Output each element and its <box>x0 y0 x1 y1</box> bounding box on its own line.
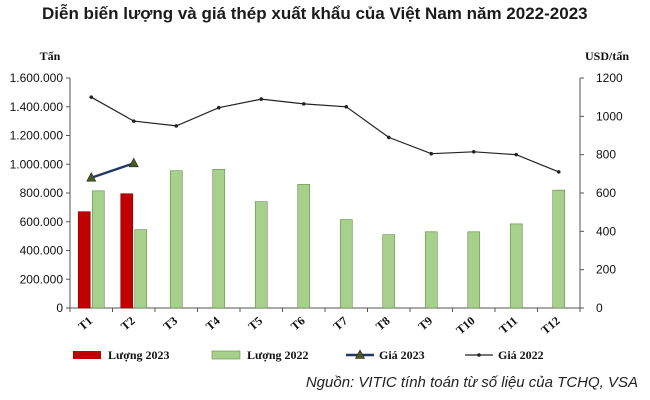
x-tick-label: T12 <box>538 314 562 338</box>
legend-marker-gia-2023 <box>355 349 365 359</box>
right-axis-title: USD/tấn <box>585 49 629 63</box>
bars <box>77 168 566 309</box>
bar-luong-2022 <box>91 190 105 309</box>
right-tick-label: 1200 <box>596 71 623 85</box>
bar-luong-2022 <box>254 201 268 309</box>
bar-luong-2023 <box>120 193 134 309</box>
bar-luong-2022 <box>339 219 353 309</box>
x-tick-label: T8 <box>373 314 393 334</box>
x-tick-label: T5 <box>245 314 265 334</box>
legend-swatch-luong-2022 <box>211 350 241 360</box>
left-tick-label: 400.000 <box>20 244 64 258</box>
bar-luong-2023 <box>77 211 91 309</box>
x-tick-label: T1 <box>75 314 95 334</box>
x-tick-label: T6 <box>288 314 308 334</box>
x-tick-label: T2 <box>118 314 138 334</box>
legend: Lượng 2023 Lượng 2022 Giá 2023 Giá 2022 <box>73 348 544 362</box>
gia-2022-point <box>514 152 519 157</box>
bar-luong-2022 <box>297 184 311 309</box>
gia-2022-point <box>89 95 94 99</box>
left-tick-label: 600.000 <box>20 215 64 229</box>
legend-label-gia-2023: Giá 2023 <box>379 348 425 362</box>
legend-label-gia-2022: Giá 2022 <box>498 348 544 362</box>
left-tick-label: 1.200.000 <box>10 129 64 143</box>
left-tick-label: 1.000.000 <box>10 157 64 171</box>
lines <box>86 95 561 182</box>
legend-swatch-luong-2023 <box>73 351 101 359</box>
x-tick-label: T10 <box>453 314 477 338</box>
x-tick-label: T4 <box>203 314 223 334</box>
left-tick-label: 200.000 <box>20 272 64 286</box>
bar-luong-2022 <box>212 168 226 309</box>
gia-2023-point <box>86 172 97 182</box>
x-tick-label: T11 <box>496 314 520 337</box>
bar-luong-2022 <box>509 223 523 309</box>
gia-2022-line <box>91 96 560 173</box>
right-tick-label: 800 <box>596 148 616 162</box>
left-tick-label: 800.000 <box>20 186 64 200</box>
bar-luong-2022 <box>424 231 438 309</box>
bar-luong-2022 <box>134 229 148 309</box>
gia-2022-point <box>429 151 434 156</box>
x-tick-label: T3 <box>160 314 180 334</box>
left-tick-label: 1.400.000 <box>10 100 64 114</box>
right-tick-label: 600 <box>596 186 616 200</box>
gia-2022-point <box>216 105 221 110</box>
left-tick-label: 0 <box>56 301 63 315</box>
gia-2022-point <box>556 170 561 174</box>
right-tick-label: 0 <box>596 301 603 315</box>
legend-marker-gia-2022 <box>477 353 481 357</box>
right-tick-label: 1000 <box>596 109 623 123</box>
chart-title: Diễn biến lượng và giá thép xuất khẩu củ… <box>42 4 588 23</box>
gia-2022-point <box>386 135 391 140</box>
right-tick-label: 400 <box>596 224 616 238</box>
bar-luong-2022 <box>382 234 396 309</box>
bar-luong-2022 <box>169 170 183 309</box>
legend-label-luong-2023: Lượng 2023 <box>108 348 170 362</box>
source-note: Nguồn: VITIC tính toán từ số liệu của TC… <box>305 374 638 391</box>
gia-2023-point <box>128 157 139 168</box>
legend-label-luong-2022: Lượng 2022 <box>247 348 309 362</box>
gia-2022-point <box>259 97 264 101</box>
bar-luong-2022 <box>552 189 566 309</box>
gia-2023-line <box>90 162 135 179</box>
right-tick-label: 200 <box>596 263 616 277</box>
gia-2022-point <box>301 102 306 106</box>
left-axis-title: Tấn <box>40 49 61 63</box>
x-tick-label: T9 <box>415 314 435 334</box>
x-tick-label: T7 <box>330 314 350 334</box>
gia-2022-point <box>174 124 179 128</box>
bar-luong-2022 <box>467 231 481 309</box>
gia-2022-point <box>344 104 349 109</box>
gia-2022-point <box>471 149 476 154</box>
left-tick-label: 1.600.000 <box>10 71 64 85</box>
gia-2022-point <box>131 119 136 123</box>
